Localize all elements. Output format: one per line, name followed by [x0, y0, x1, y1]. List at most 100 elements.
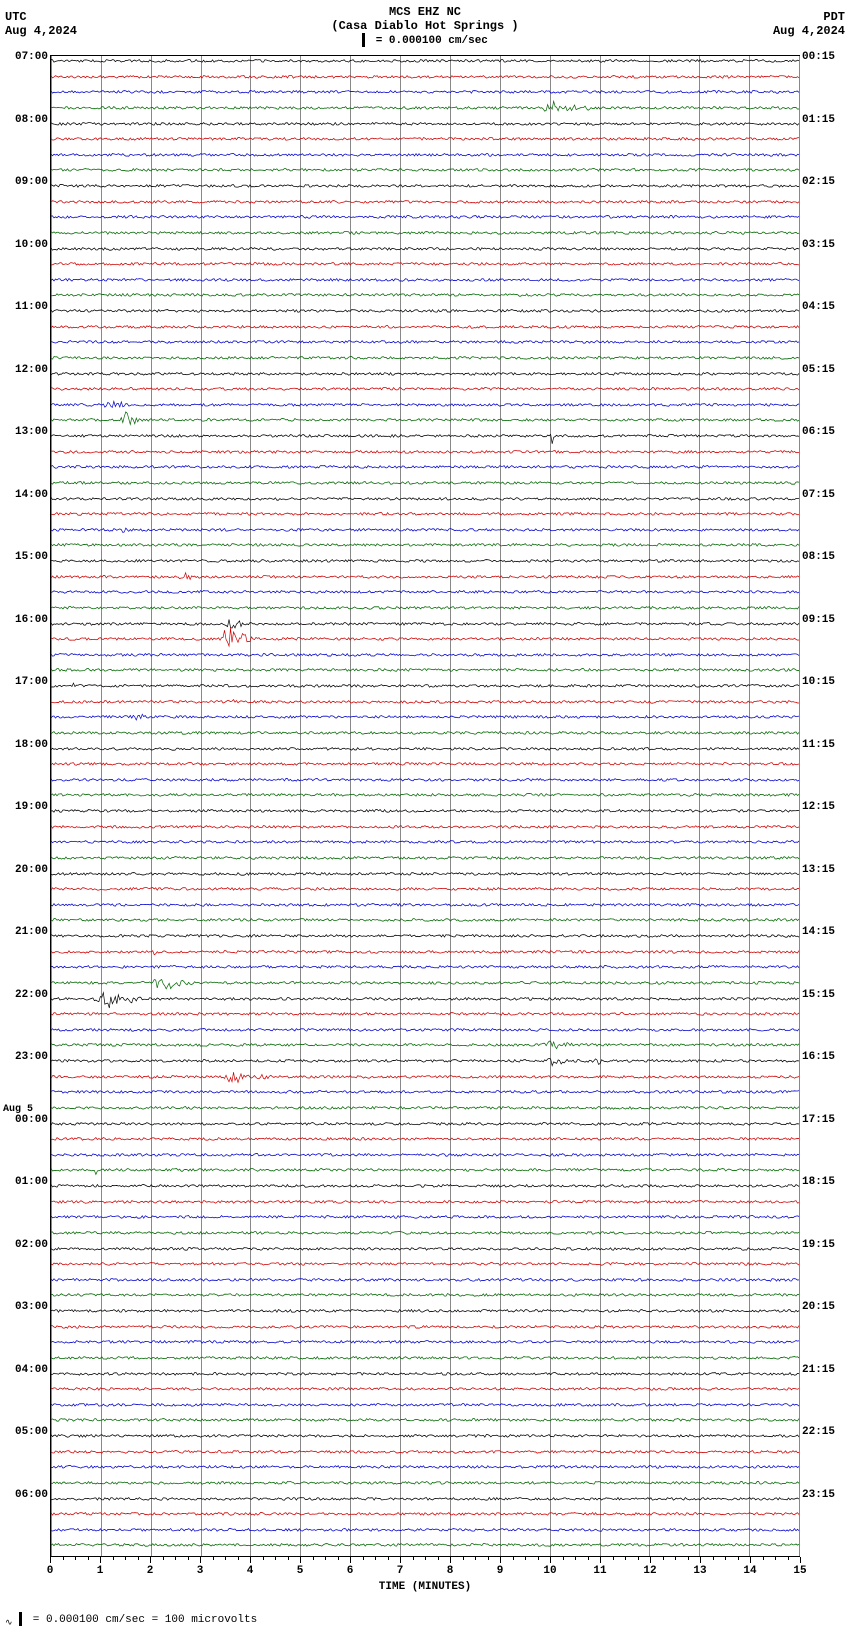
scale-indicator: = 0.000100 cm/sec	[0, 33, 850, 47]
x-axis: TIME (MINUTES) 0123456789101112131415	[50, 1557, 800, 1602]
x-tick-label: 2	[147, 1565, 154, 1577]
utc-time-label: 05:00	[3, 1426, 48, 1438]
x-tick-minor	[363, 1557, 364, 1560]
pdt-time-label: 09:15	[802, 614, 847, 626]
utc-time-label: 06:00	[3, 1489, 48, 1501]
x-tick	[750, 1557, 751, 1563]
pdt-time-label: 12:15	[802, 801, 847, 813]
x-tick-minor	[225, 1557, 226, 1560]
x-tick-minor	[463, 1557, 464, 1560]
x-tick-label: 12	[643, 1565, 656, 1577]
x-tick-minor	[113, 1557, 114, 1560]
pdt-time-label: 00:15	[802, 51, 847, 63]
x-tick	[800, 1557, 801, 1563]
x-tick-label: 10	[543, 1565, 556, 1577]
utc-time-label: 09:00	[3, 176, 48, 188]
pdt-label: PDT	[773, 10, 845, 24]
x-tick-minor	[763, 1557, 764, 1560]
pdt-time-label: 16:15	[802, 1051, 847, 1063]
x-tick-minor	[538, 1557, 539, 1560]
day-break-label: Aug 5	[3, 1104, 53, 1115]
header-left: UTC Aug 4,2024	[5, 10, 77, 38]
x-tick-minor	[63, 1557, 64, 1560]
pdt-time-label: 01:15	[802, 114, 847, 126]
utc-date: Aug 4,2024	[5, 24, 77, 38]
x-tick-label: 1	[97, 1565, 104, 1577]
pdt-time-label: 11:15	[802, 739, 847, 751]
x-tick-label: 9	[497, 1565, 504, 1577]
pdt-time-label: 19:15	[802, 1239, 847, 1251]
pdt-time-label: 08:15	[802, 551, 847, 563]
x-tick	[500, 1557, 501, 1563]
pdt-time-label: 20:15	[802, 1301, 847, 1313]
utc-time-label: 17:00	[3, 676, 48, 688]
x-tick-minor	[588, 1557, 589, 1560]
x-tick-label: 11	[593, 1565, 606, 1577]
x-tick	[100, 1557, 101, 1563]
x-tick-label: 13	[693, 1565, 706, 1577]
pdt-time-label: 22:15	[802, 1426, 847, 1438]
x-tick-minor	[75, 1557, 76, 1560]
pdt-time-label: 14:15	[802, 926, 847, 938]
utc-time-label: 04:00	[3, 1364, 48, 1376]
x-tick-minor	[288, 1557, 289, 1560]
pdt-time-label: 15:15	[802, 989, 847, 1001]
header-right: PDT Aug 4,2024	[773, 10, 845, 38]
x-tick-minor	[263, 1557, 264, 1560]
x-tick-label: 5	[297, 1565, 304, 1577]
pdt-time-label: 05:15	[802, 364, 847, 376]
x-tick-minor	[513, 1557, 514, 1560]
pdt-date: Aug 4,2024	[773, 24, 845, 38]
utc-time-label: 21:00	[3, 926, 48, 938]
x-tick	[150, 1557, 151, 1563]
x-tick-minor	[438, 1557, 439, 1560]
x-tick-label: 15	[793, 1565, 806, 1577]
pdt-time-label: 10:15	[802, 676, 847, 688]
x-tick	[300, 1557, 301, 1563]
x-tick-minor	[375, 1557, 376, 1560]
utc-time-label: 22:00	[3, 989, 48, 1001]
utc-time-label: 12:00	[3, 364, 48, 376]
x-tick-minor	[188, 1557, 189, 1560]
x-tick-minor	[775, 1557, 776, 1560]
x-tick	[350, 1557, 351, 1563]
x-tick-minor	[488, 1557, 489, 1560]
pdt-time-label: 18:15	[802, 1176, 847, 1188]
x-tick-minor	[388, 1557, 389, 1560]
utc-time-label: 18:00	[3, 739, 48, 751]
x-tick-minor	[88, 1557, 89, 1560]
utc-time-label: 03:00	[3, 1301, 48, 1313]
x-tick-minor	[138, 1557, 139, 1560]
x-tick-label: 0	[47, 1565, 54, 1577]
scale-bar-icon	[362, 33, 365, 47]
utc-time-label: 19:00	[3, 801, 48, 813]
utc-time-label: 16:00	[3, 614, 48, 626]
x-tick-minor	[213, 1557, 214, 1560]
x-tick-label: 4	[247, 1565, 254, 1577]
x-tick-minor	[675, 1557, 676, 1560]
pdt-time-label: 04:15	[802, 301, 847, 313]
x-tick-minor	[313, 1557, 314, 1560]
station-code: MCS EHZ NC	[0, 5, 850, 19]
utc-time-label: 15:00	[3, 551, 48, 563]
trace-row	[51, 1540, 799, 1556]
x-tick-minor	[163, 1557, 164, 1560]
x-tick-minor	[738, 1557, 739, 1560]
pdt-time-label: 13:15	[802, 864, 847, 876]
x-tick-minor	[425, 1557, 426, 1560]
x-tick-minor	[238, 1557, 239, 1560]
x-tick-label: 6	[347, 1565, 354, 1577]
footer-scale-text: = 0.000100 cm/sec = 100 microvolts	[33, 1614, 257, 1626]
x-tick-minor	[338, 1557, 339, 1560]
pdt-time-label: 17:15	[802, 1114, 847, 1126]
utc-time-label: 08:00	[3, 114, 48, 126]
pdt-time-label: 21:15	[802, 1364, 847, 1376]
utc-time-label: 14:00	[3, 489, 48, 501]
x-tick-minor	[638, 1557, 639, 1560]
footer-scale: ∿ = 0.000100 cm/sec = 100 microvolts	[0, 1602, 850, 1638]
x-tick-label: 7	[397, 1565, 404, 1577]
x-tick-minor	[475, 1557, 476, 1560]
x-tick-minor	[725, 1557, 726, 1560]
x-tick-minor	[563, 1557, 564, 1560]
x-tick	[450, 1557, 451, 1563]
